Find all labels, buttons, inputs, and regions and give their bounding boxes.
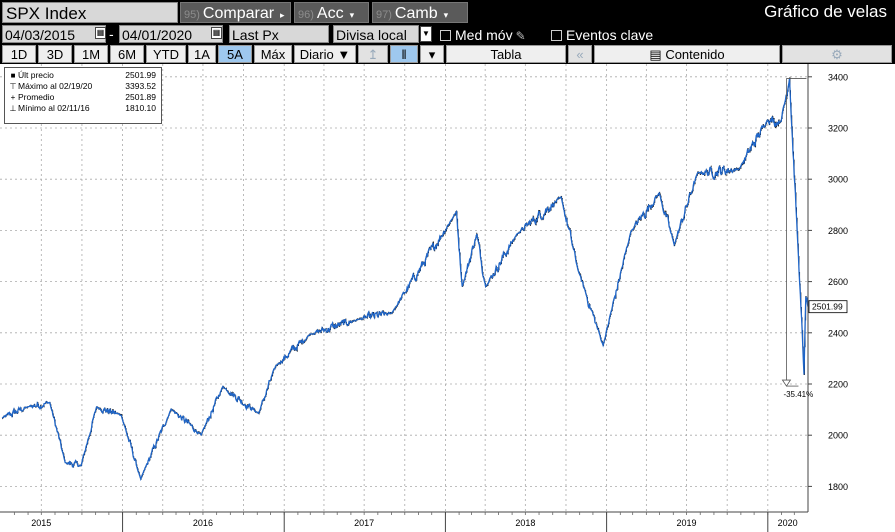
legend-item-last-price: ■ Últ precio 2501.99 bbox=[8, 70, 158, 81]
legend-label: Máximo al 02/19/20 bbox=[18, 81, 93, 91]
frequency-select[interactable]: Diario ▼ bbox=[294, 45, 356, 63]
line-chart-icon[interactable]: ↥ bbox=[358, 45, 388, 63]
key-events-label: Eventos clave bbox=[566, 27, 654, 43]
price-field-select[interactable]: Last Px bbox=[229, 25, 329, 43]
period-button-5a[interactable]: 5A bbox=[218, 45, 252, 63]
legend-value: 1810.10 bbox=[125, 103, 156, 113]
pencil-icon[interactable]: ✎ bbox=[515, 29, 526, 43]
drawdown-arrow-icon bbox=[781, 379, 792, 387]
content-label: Contenido bbox=[665, 47, 725, 62]
start-date-field[interactable]: 04/03/2015 bbox=[2, 25, 106, 43]
compare-menu-number: 95) bbox=[184, 9, 200, 21]
y-tick-label: 2600 bbox=[828, 277, 848, 287]
legend-item-average: + Promedio 2501.89 bbox=[8, 92, 158, 103]
average-marker-icon: + bbox=[10, 93, 16, 102]
legend-item-min: ⊥ Mínimo al 02/11/16 1810.10 bbox=[8, 103, 158, 114]
period-button-max[interactable]: Máx bbox=[254, 45, 292, 63]
end-date-field[interactable]: 04/01/2020 bbox=[119, 25, 223, 43]
max-marker-icon: ⊤ bbox=[9, 82, 17, 91]
min-marker-icon: ⊥ bbox=[9, 104, 17, 113]
actions-menu-button[interactable]: 96) Acc ▾ bbox=[294, 2, 369, 23]
calendar-icon[interactable]: ▦ bbox=[211, 27, 222, 39]
plot-background bbox=[0, 64, 808, 512]
period-button-1m[interactable]: 1M bbox=[74, 45, 108, 63]
period-button-3d[interactable]: 3D bbox=[38, 45, 72, 63]
y-tick-label: 2400 bbox=[828, 328, 848, 338]
legend-value: 2501.99 bbox=[125, 70, 156, 80]
ticker-field[interactable]: SPX Index bbox=[2, 2, 178, 23]
compare-menu-button[interactable]: 95) Comparar ▸ bbox=[180, 2, 291, 23]
checkbox-icon bbox=[551, 30, 562, 41]
legend-label: Últ precio bbox=[18, 70, 54, 80]
x-tick-label: 2015 bbox=[31, 518, 51, 528]
price-line bbox=[1, 78, 809, 482]
settings-button[interactable]: ⚙ bbox=[782, 45, 892, 63]
chart-legend: ■ Últ precio 2501.99 ⊤ Máximo al 02/19/20 33… bbox=[4, 67, 162, 124]
y-tick-label: 3400 bbox=[828, 72, 848, 82]
legend-item-max: ⊤ Máximo al 02/19/20 3393.52 bbox=[8, 81, 158, 92]
legend-value: 3393.52 bbox=[125, 81, 156, 91]
actions-menu-number: 96) bbox=[298, 9, 314, 21]
x-tick-label: 2016 bbox=[193, 518, 213, 528]
toolbar: 1D 3D 1M 6M YTD 1A 5A Máx Diario ▼ ↥ ‖ ▾… bbox=[0, 44, 895, 64]
y-tick-label: 1800 bbox=[828, 482, 848, 492]
legend-value: 2501.89 bbox=[125, 92, 156, 102]
change-menu-label: Camb bbox=[394, 5, 438, 22]
last-price-label: 2501.99 bbox=[812, 302, 843, 312]
title-bar: SPX Index 95) Comparar ▸ 96) Acc ▾ 97) Camb ▾ … bbox=[0, 0, 895, 24]
moving-average-label: Med móv bbox=[455, 27, 513, 43]
key-events-checkbox[interactable]: Eventos clave bbox=[551, 26, 653, 44]
price-chart: -35.41% 1800 2000 2200 2400 2600 2800 3000 3200… bbox=[0, 64, 895, 532]
chevron-down-icon: ▾ bbox=[349, 10, 355, 20]
moving-average-checkbox[interactable]: Med móv ✎ bbox=[440, 26, 526, 45]
period-button-6m[interactable]: 6M bbox=[110, 45, 144, 63]
content-icon: ▤ bbox=[649, 47, 666, 62]
compare-menu-label: Comparar bbox=[202, 5, 275, 22]
controls-bar: 04/03/2015 ▦ - 04/01/2020 ▦ Last Px Divi… bbox=[0, 24, 895, 44]
panel-title: Gráfico de velas bbox=[764, 2, 887, 21]
x-tick-label: 2019 bbox=[677, 518, 697, 528]
series-layer bbox=[1, 78, 809, 482]
period-button-1d[interactable]: 1D bbox=[2, 45, 36, 63]
content-button[interactable]: ▤ Contenido bbox=[594, 45, 780, 63]
chevron-right-icon: ▸ bbox=[280, 10, 285, 20]
x-axis-band bbox=[0, 512, 895, 532]
period-button-1a[interactable]: 1A bbox=[188, 45, 216, 63]
drawdown-label: -35.41% bbox=[783, 390, 813, 399]
y-tick-label: 3200 bbox=[828, 124, 848, 134]
y-tick-label: 3000 bbox=[828, 175, 848, 185]
currency-select[interactable]: Divisa local bbox=[333, 25, 419, 43]
last-price-tag bbox=[808, 300, 848, 314]
y-tick-label: 2200 bbox=[828, 380, 848, 390]
y-tick-label: 2800 bbox=[828, 226, 848, 236]
axis-layer: 1800 2000 2200 2400 2600 2800 3000 3200 3400 2015… bbox=[0, 64, 895, 532]
annotation-layer: -35.41% bbox=[781, 78, 813, 399]
change-menu-number: 97) bbox=[376, 9, 392, 21]
x-tick-label: 2017 bbox=[354, 518, 374, 528]
square-icon: ■ bbox=[10, 71, 16, 80]
legend-label: Mínimo al 02/11/16 bbox=[18, 103, 90, 113]
date-separator: - bbox=[109, 26, 114, 42]
table-button[interactable]: Tabla bbox=[446, 45, 566, 63]
collapse-button[interactable]: « bbox=[568, 45, 592, 63]
actions-menu-label: Acc bbox=[316, 5, 344, 22]
checkbox-icon bbox=[440, 30, 451, 41]
chevron-down-icon[interactable]: ▾ bbox=[420, 45, 444, 63]
calendar-icon[interactable]: ▦ bbox=[95, 27, 106, 39]
chevron-down-icon: ▾ bbox=[443, 10, 449, 20]
chart-area: -35.41% 1800 2000 2200 2400 2600 2800 3000 3200… bbox=[0, 64, 895, 532]
candle-chart-icon[interactable]: ‖ bbox=[390, 45, 418, 63]
period-button-ytd[interactable]: YTD bbox=[146, 45, 186, 63]
y-tick-label: 2000 bbox=[828, 431, 848, 441]
legend-label: Promedio bbox=[18, 92, 55, 102]
chevron-down-icon[interactable]: ▼ bbox=[420, 26, 432, 42]
x-tick-label: 2020 bbox=[778, 518, 798, 528]
x-tick-label: 2018 bbox=[515, 518, 535, 528]
change-menu-button[interactable]: 97) Camb ▾ bbox=[372, 2, 468, 23]
grid-layer bbox=[0, 64, 808, 512]
